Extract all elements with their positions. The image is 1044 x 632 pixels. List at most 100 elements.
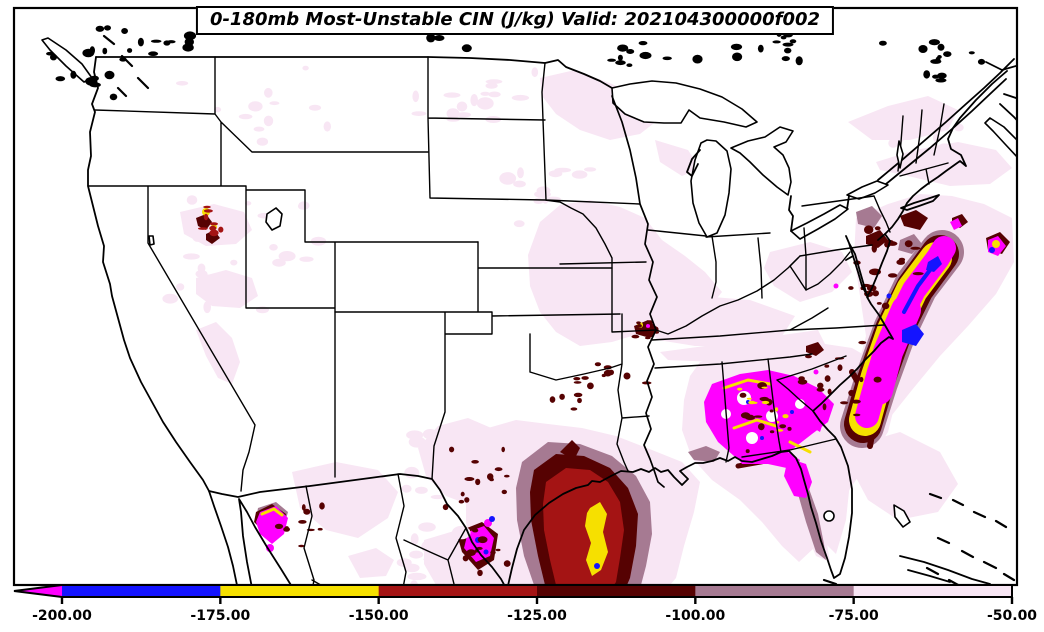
speckle-maroon-ozarks (623, 372, 631, 380)
speckle-pale-dakotas-minnesota (485, 79, 503, 84)
lake-huron (730, 126, 794, 196)
bc-islands (102, 34, 150, 98)
lake-okeechobee (823, 510, 835, 522)
speckle-pale-dakotas-minnesota (412, 90, 420, 103)
speckle-red-sierra-nevada (203, 209, 213, 213)
speckle-canada-lakes-quebec (879, 40, 887, 46)
cin-magenta-swath-bulge (863, 295, 921, 405)
border-us-canada (95, 56, 613, 89)
speckle-canada-lakes-ontario (772, 40, 781, 44)
speckle-canada-lakes-superior-north (617, 44, 629, 52)
speckle-maroon-appalachians (816, 387, 825, 392)
green-bay (686, 149, 701, 177)
speckle-pale-texas (465, 461, 476, 474)
speckle-pale-great-basin (176, 283, 185, 291)
speckle-pale-texas (406, 430, 424, 440)
chesapeake-bay (845, 233, 886, 298)
cin-maroon-ne-2 (866, 230, 888, 248)
speckle-yellow-southeast-accents (774, 407, 779, 412)
speckle-maroon-ozarks (573, 377, 581, 381)
speckle-canada-lakes-superior-north (662, 56, 672, 61)
colorbar-tick-label: -50.00 (987, 608, 1037, 624)
map-area (41, 19, 1016, 585)
speckle-bc-coast-inlets (82, 48, 95, 58)
cin-pale-sierra (196, 322, 240, 384)
map-title: 0-180mb Most-Unstable CIN (J/kg) Valid: … (209, 9, 821, 30)
speckle-maroon-texas-hills (460, 491, 465, 497)
speckle-pale-texas (475, 488, 493, 501)
speckle-yellow-southeast-accents (751, 401, 758, 404)
speckle-canada-lakes-quebec (937, 72, 947, 79)
speckle-maroon-saint-louis (644, 336, 651, 340)
speckle-yellow-southeast-accents (737, 387, 743, 391)
speckle-canada-lakes-superior-north (626, 49, 635, 54)
cin-blue-swath-blob2 (902, 324, 924, 346)
speckle-canada-lakes-west (119, 57, 127, 62)
speckle-canada-lakes-west (150, 39, 162, 43)
speckle-pale-dakotas-minnesota (531, 67, 539, 78)
coastline-pacific (87, 56, 238, 585)
speckle-maroon-mexico-east (462, 555, 469, 562)
speckle-maroon-georgia (745, 416, 755, 420)
speckle-maroon-texas-hills (449, 446, 455, 453)
bahamas-cays (925, 492, 1016, 585)
speckle-pale-texas (436, 450, 446, 457)
speckle-canada-lakes-quebec (977, 58, 986, 65)
speckle-canada-lakes-quebec (923, 70, 931, 79)
cin-yellow-se-2 (732, 418, 778, 430)
speckle-red-sierra-nevada (203, 213, 209, 221)
cin-blue-austin (489, 516, 495, 522)
speckle-pale-northwest (308, 104, 322, 111)
speckle-maroon-georgia (769, 430, 775, 434)
speckle-bc-coast-inlets (70, 70, 77, 79)
bay-of-fundy (985, 61, 1016, 121)
speckle-canada-lakes-quebec (918, 45, 928, 53)
speckle-pale-dakotas-minnesota (485, 82, 498, 89)
speckle-bc-coast-inlets (109, 93, 118, 101)
speckle-pale-great-basin (269, 244, 278, 251)
speckle-pale-dakotas-minnesota (443, 92, 461, 98)
speckle-pale-texas (430, 461, 448, 472)
lake-ontario (846, 180, 889, 200)
speckle-fill-layer (162, 65, 976, 585)
speckle-bc-coast-inlets (50, 54, 57, 61)
speckle-maroon-mexico-west (284, 526, 289, 530)
speckle-pale-texas (474, 449, 490, 459)
cin-pale-mexico-3 (348, 548, 394, 578)
speckle-canada-lakes-ontario (757, 44, 764, 53)
vancouver-island (41, 37, 93, 83)
speckle-maroon-ozarks (601, 373, 606, 378)
speckle-yellow-southeast-accents (782, 414, 789, 419)
speckle-canada-lakes-quebec (928, 39, 941, 46)
speckle-maroon-ozarks (581, 376, 589, 380)
speckle-pale-northwest (253, 126, 265, 132)
cin-yellow-corner (992, 240, 1000, 248)
speckle-maroon-appalachians (858, 340, 867, 345)
speckle-maroon-appalachians (873, 376, 882, 383)
speckle-pale-great-basin (278, 251, 296, 262)
lake-michigan (690, 139, 732, 238)
speckle-pale-plains (517, 167, 524, 179)
coastline-gulf-of-california (238, 498, 292, 585)
colorbar-segment (220, 585, 380, 597)
state-borders-east (789, 103, 949, 331)
speckle-canada-lakes-ontario (789, 39, 797, 44)
speckle-canada-lakes-west (121, 28, 128, 34)
cin-hole-3 (746, 432, 758, 444)
cuba-coast (899, 555, 991, 585)
cin-blue-corner (989, 247, 995, 253)
state-borders-south (529, 313, 885, 472)
colorbar-tick-label: -175.00 (190, 608, 250, 624)
speckle-maroon-saint-louis (636, 324, 642, 328)
speckle-canada-lakes-west (137, 37, 144, 47)
speckle-maroon-mid-atlantic (872, 290, 879, 297)
speckle-pale-great-basin (230, 219, 242, 228)
speckle-maroon-ozarks (608, 369, 614, 376)
speckle-pale-texas (461, 422, 474, 431)
speckle-maroon-ozarks (570, 407, 578, 411)
speckle-pale-plains (584, 167, 597, 172)
speckle-bc-coast-inlets (104, 70, 115, 80)
cin-blue-gulf-speck (594, 563, 600, 569)
speckle-canada-lakes-central (433, 35, 445, 41)
